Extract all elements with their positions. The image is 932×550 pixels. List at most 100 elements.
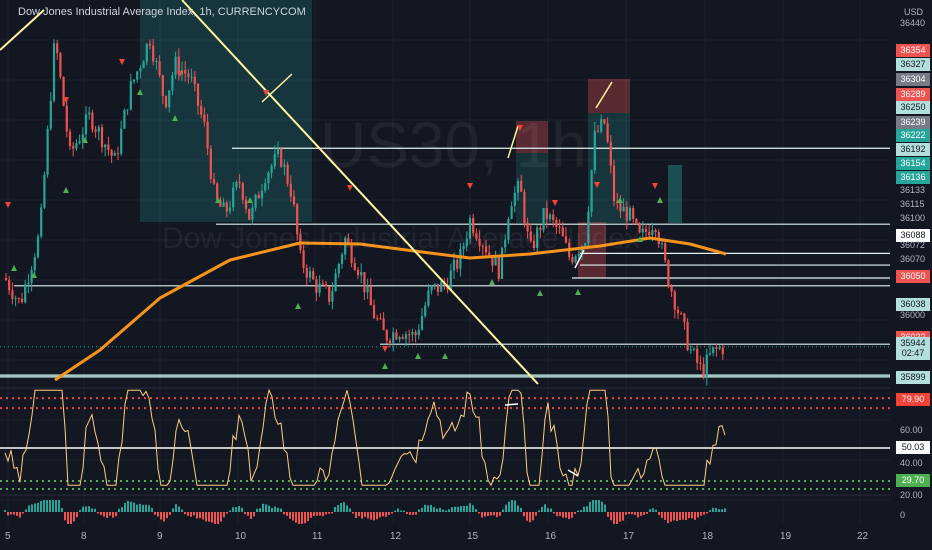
histogram-bar	[214, 512, 216, 524]
candle-body	[235, 182, 238, 188]
buy-marker	[637, 236, 643, 242]
histogram-bar	[52, 500, 54, 512]
candle-body	[488, 252, 491, 255]
histogram-bar	[436, 508, 438, 512]
histogram-bar	[499, 512, 501, 516]
candle-body	[91, 112, 94, 130]
histogram-bar	[532, 512, 534, 521]
candle-body	[241, 183, 244, 200]
histogram-bar	[46, 500, 48, 512]
candle-body	[593, 130, 596, 171]
histogram-bar	[334, 507, 336, 512]
candle-body	[456, 259, 459, 269]
histogram-bar	[415, 512, 417, 515]
candle-body	[286, 164, 289, 184]
histogram-bar	[337, 504, 339, 512]
histogram-bar	[601, 501, 603, 512]
trendlines[interactable]	[0, 0, 613, 385]
histogram-bar	[106, 512, 108, 518]
histogram-bar	[652, 508, 654, 512]
buy-marker	[215, 197, 221, 203]
histogram-bar	[223, 512, 225, 518]
histogram-bar	[325, 512, 327, 515]
buy-marker	[657, 197, 663, 203]
histogram-bar	[694, 512, 696, 520]
histogram-bar	[322, 512, 324, 517]
histogram-bar	[10, 512, 12, 515]
ma-line	[54, 236, 727, 382]
candle-body	[155, 61, 158, 63]
sell-marker	[382, 346, 388, 352]
histogram-bar	[640, 512, 642, 516]
candle-body	[584, 243, 587, 247]
candle-body	[676, 309, 680, 314]
histogram-bar	[250, 512, 252, 519]
candle-body	[667, 260, 670, 287]
histogram-bar	[292, 512, 294, 521]
time-tick: 18	[702, 531, 714, 542]
histogram-bar	[181, 509, 183, 512]
candle-body	[27, 282, 30, 285]
buy-marker	[415, 353, 421, 359]
histogram-bar	[58, 500, 60, 512]
candle-body	[715, 347, 718, 349]
candle-body	[228, 207, 232, 212]
candle-body	[152, 45, 155, 62]
candle-body	[46, 128, 49, 175]
histogram-bar	[373, 512, 375, 521]
histogram-bar	[433, 506, 435, 512]
candle-body	[225, 202, 228, 212]
histogram-bar	[424, 504, 426, 512]
candle-body	[702, 363, 705, 377]
candle-body	[78, 141, 81, 144]
candle-body	[452, 259, 456, 271]
candle-body	[8, 279, 11, 291]
candle-body	[433, 283, 436, 286]
price-tag: 02:47	[896, 347, 930, 360]
short-zone-2	[588, 79, 630, 113]
candle-body	[219, 199, 222, 207]
histogram-bar	[7, 512, 9, 516]
support-band	[0, 374, 890, 378]
histogram-bar	[91, 508, 93, 512]
candle-body	[686, 322, 689, 351]
candle-body	[49, 100, 52, 129]
candle-body	[164, 96, 168, 108]
candle-body	[302, 250, 305, 268]
rsi-level-tag: 29.70	[896, 474, 930, 487]
histogram-bar	[205, 512, 207, 522]
histogram-bar	[97, 512, 99, 514]
candle-body	[561, 227, 564, 237]
sell-marker	[517, 125, 523, 131]
price-tag: 36136	[896, 171, 930, 184]
candle-body	[212, 178, 216, 184]
candle-body	[420, 315, 424, 330]
candle-body	[398, 337, 401, 340]
candle-body	[545, 208, 548, 220]
histogram-bar	[166, 512, 168, 519]
candle-body	[465, 238, 468, 247]
candle-body	[625, 206, 628, 221]
candle-body	[526, 222, 529, 232]
candle-body	[369, 286, 372, 306]
histogram-bar	[301, 512, 303, 524]
candle-body	[670, 286, 673, 292]
histogram-bar	[427, 505, 429, 512]
price-tick: 36072	[900, 240, 926, 250]
histogram-bar	[478, 512, 480, 514]
histogram-bar	[511, 500, 513, 512]
horizontal-levels[interactable]	[0, 147, 890, 378]
buy-marker	[63, 187, 69, 193]
price-tick: 36115	[900, 199, 925, 209]
histogram-bar	[562, 512, 564, 518]
time-tick: 15	[467, 531, 479, 542]
candle-body	[408, 334, 411, 336]
candle-body	[577, 253, 580, 257]
histogram-bar	[541, 506, 543, 512]
candle-body	[414, 331, 417, 336]
candle-body	[382, 318, 385, 331]
price-tag: 36354	[896, 44, 930, 57]
rsi-tick: 0	[900, 510, 906, 520]
candle-body	[171, 75, 174, 91]
